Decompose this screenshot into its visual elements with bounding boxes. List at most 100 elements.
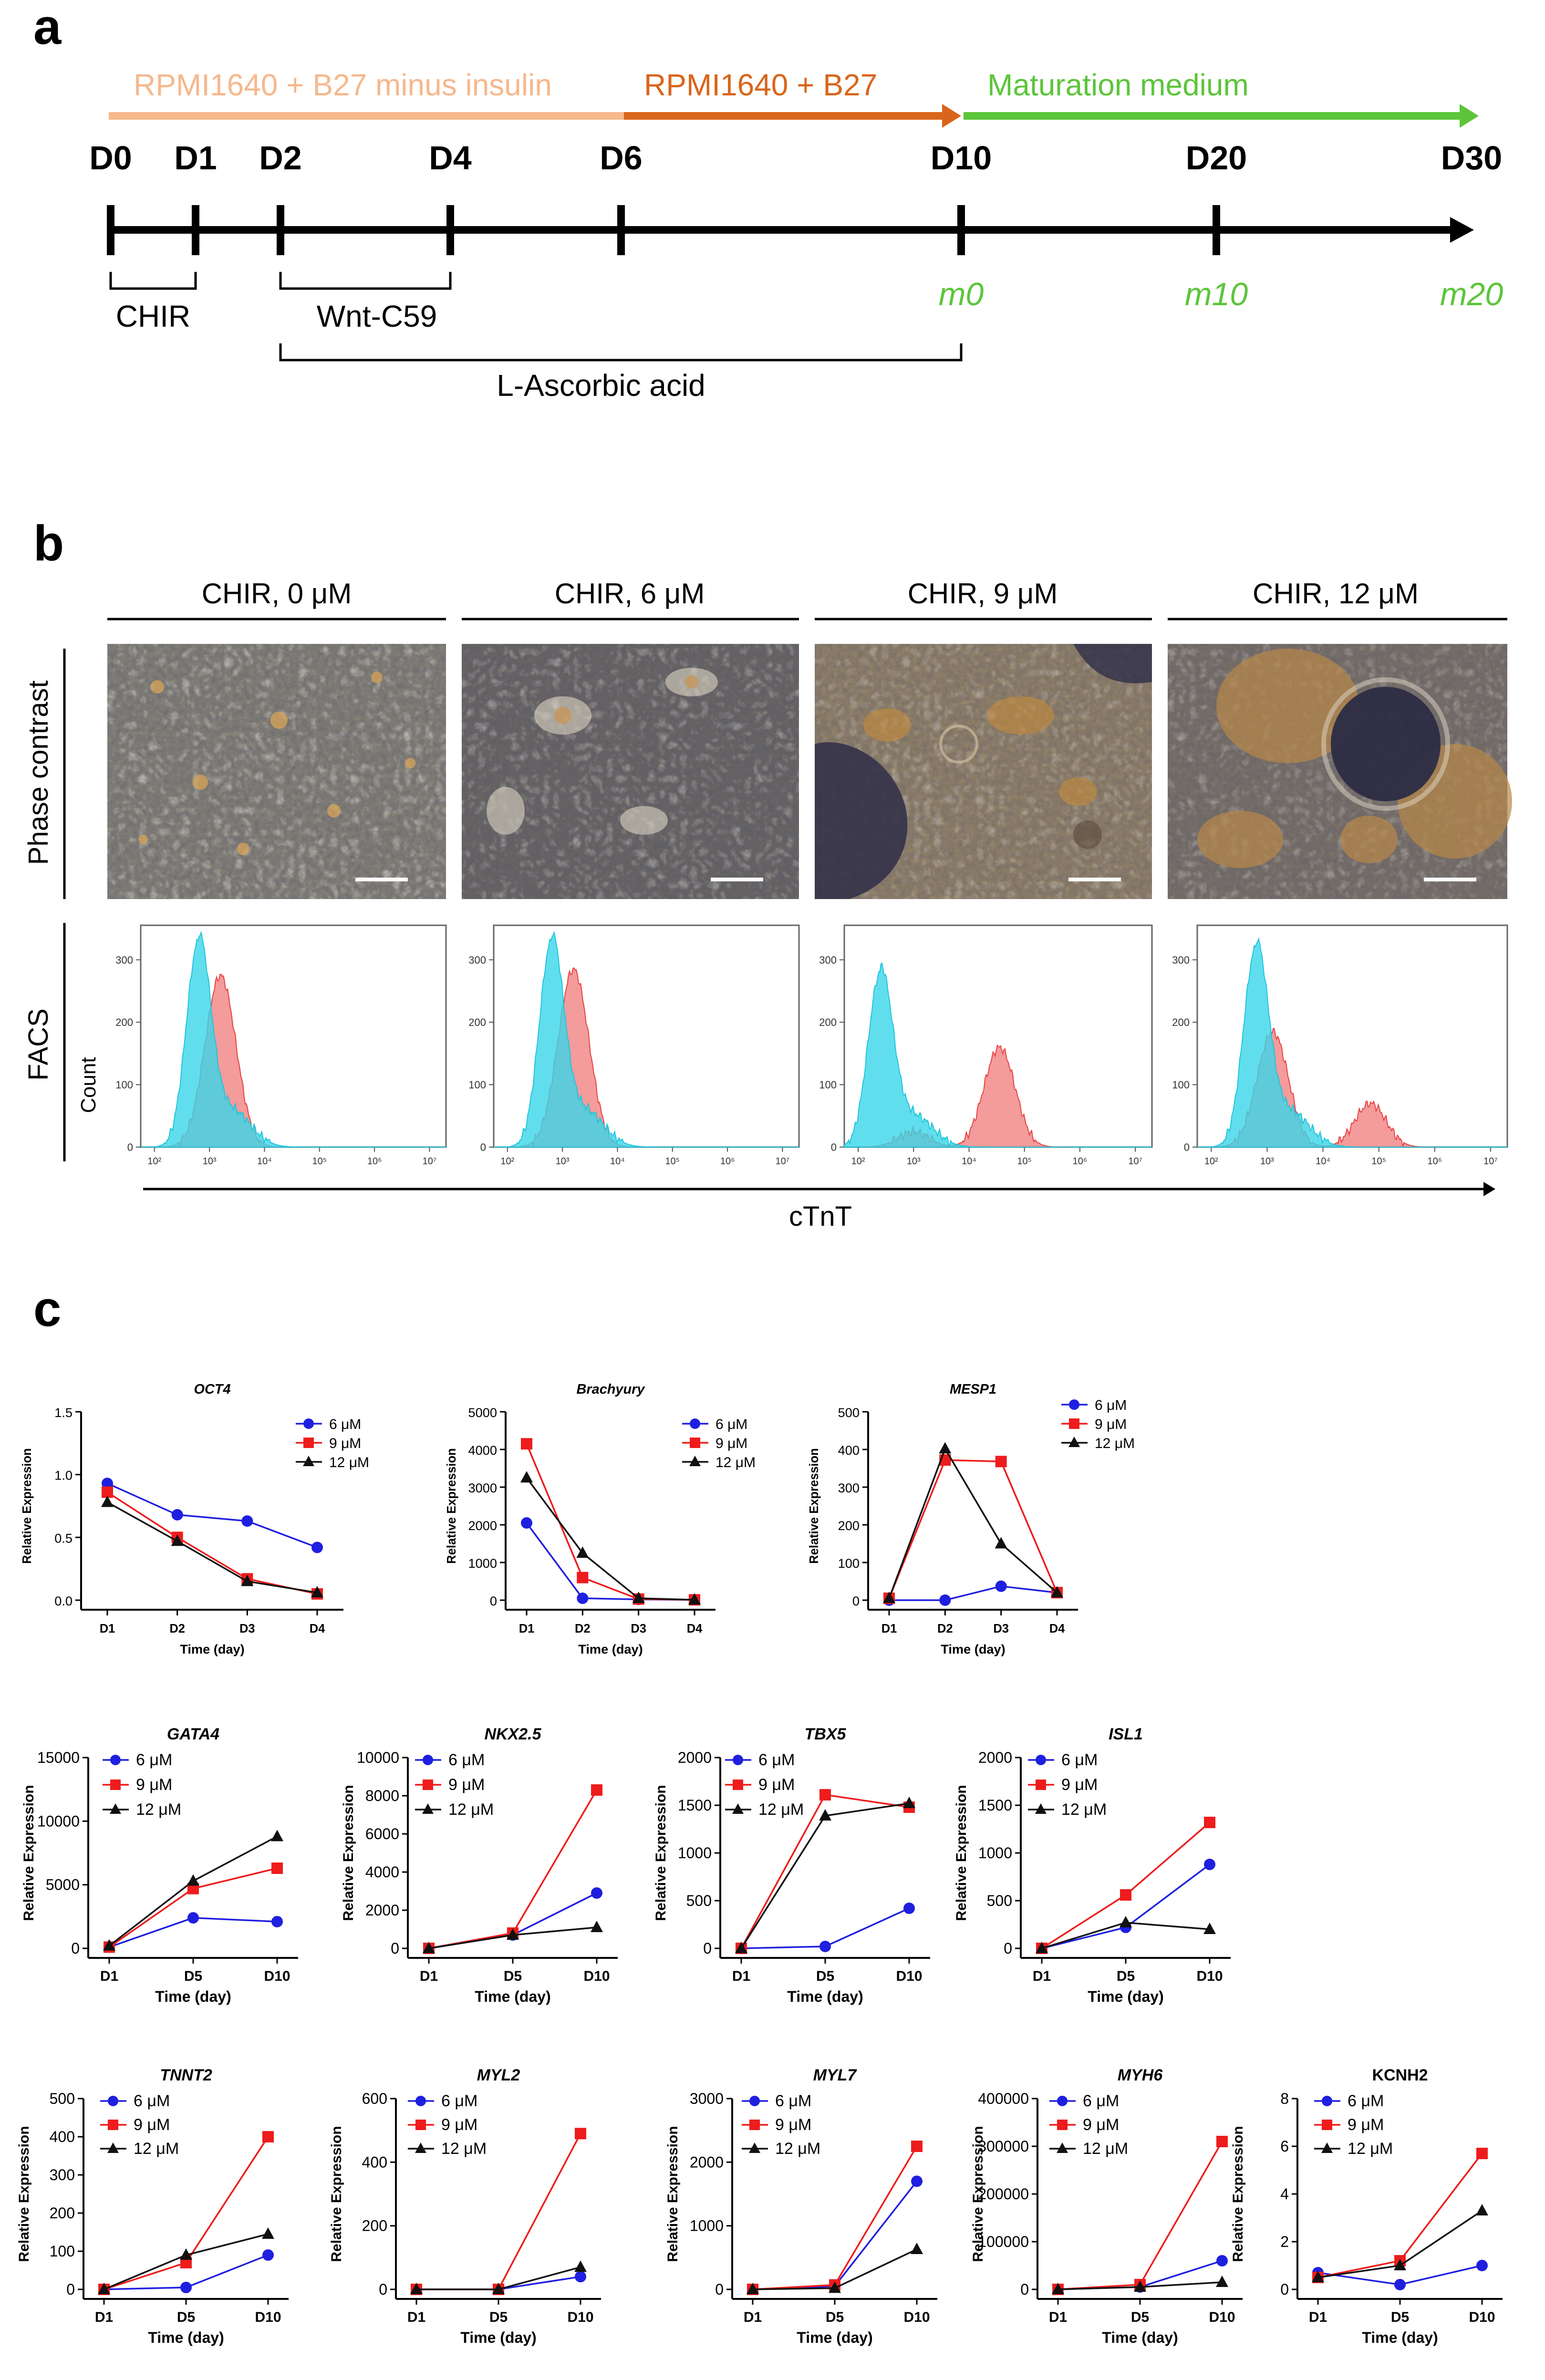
medium-label-maturation: Maturation medium: [987, 68, 1249, 102]
chart-title: TBX5: [805, 1725, 847, 1743]
data-point: [591, 1784, 602, 1796]
chart-y-tick-label: 0: [66, 2281, 75, 2298]
legend-marker: [110, 1803, 121, 1814]
data-point: [1204, 1817, 1215, 1828]
data-point: [591, 1921, 603, 1932]
data-point: [575, 2128, 586, 2140]
scale-bar: [355, 878, 408, 881]
legend-label: 12 μM: [1061, 1801, 1107, 1819]
legend-label: 9 μM: [448, 1776, 485, 1794]
legend-marker: [422, 1803, 434, 1814]
chart-x-label: Time (day): [1088, 1988, 1163, 2005]
medium-bar-b27: [624, 112, 944, 120]
legend-marker: [110, 1755, 121, 1765]
chart-y-tick-label: 0.0: [54, 1594, 73, 1608]
data-point: [262, 2249, 274, 2261]
chart-title: NKX2.5: [484, 1725, 541, 1743]
chart-oct4: OCT4 0.0 0.5 1.0 1.5 D1 D2 D3 D4 Time (day) Relati…: [21, 1382, 369, 1656]
chart-y-tick-label: 0: [703, 1940, 712, 1957]
day-label: D6: [600, 139, 642, 176]
facs-x-tick-label: 10⁶: [720, 1156, 735, 1167]
data-point: [1476, 2204, 1488, 2215]
data-point: [1052, 2283, 1064, 2294]
data-point: [903, 1797, 915, 1808]
facs-y-tick-label: 0: [480, 1141, 486, 1153]
chart-title: MYL2: [477, 2066, 520, 2084]
chart-gata4: GATA4 0 5000 10000 15000 D1 D5 D10 Time (day) Rel…: [21, 1725, 298, 2005]
chart-y-tick-label: 300: [838, 1480, 860, 1495]
legend-label: 9 μM: [775, 2116, 811, 2134]
facs-y-tick-label: 200: [468, 1016, 486, 1028]
data-point: [883, 1592, 895, 1604]
series-line: [107, 1501, 318, 1594]
chart-y-tick-label: 200: [50, 2204, 75, 2222]
facs-x-tick-label: 10⁷: [776, 1156, 789, 1167]
legend-label: 6 μM: [448, 1751, 485, 1769]
legend-label: 12 μM: [441, 2140, 487, 2158]
bracket-chir: [109, 272, 197, 290]
bracket-wnt-c59: [279, 272, 452, 290]
chart-y-tick-label: 1500: [678, 1797, 712, 1814]
chart-y-tick-label: 100: [838, 1556, 860, 1571]
chart-x-tick-label: D1: [732, 1968, 750, 1984]
legend-label: 12 μM: [1095, 1436, 1135, 1451]
chart-y-tick-label: 200: [362, 2217, 387, 2235]
data-point: [187, 1912, 199, 1924]
chart-y-tick-label: 500: [50, 2090, 75, 2107]
panel-a-label: a: [33, 0, 62, 55]
data-point: [102, 1478, 113, 1490]
chart-y-tick-label: 500: [987, 1892, 1012, 1909]
data-point: [819, 1789, 831, 1801]
chart-y-tick-label: 6000: [365, 1825, 399, 1842]
facs-x-tick-label: 10⁷: [1483, 1156, 1497, 1167]
chart-y-tick-label: 2000: [468, 1518, 497, 1533]
legend-marker: [423, 1780, 433, 1790]
facs-plot: 0 100 200 300 10² 10³ 10⁴ 10⁵ 10⁶ 10⁷: [819, 924, 1153, 1167]
legend-label: 9 μM: [136, 1776, 172, 1794]
data-point: [939, 1594, 951, 1606]
legend-marker: [107, 2142, 119, 2153]
facs-x-tick-label: 10²: [147, 1156, 161, 1167]
chart-x-tick-label: D1: [1309, 2309, 1327, 2325]
micrograph-chir-9: [815, 644, 1152, 899]
chart-title: MESP1: [950, 1382, 996, 1397]
legend-label: 9 μM: [758, 1776, 795, 1794]
chart-y-tick-label: 300000: [978, 2138, 1029, 2155]
facs-x-tick-label: 10⁷: [423, 1156, 436, 1167]
data-point: [187, 1874, 199, 1886]
legend-marker: [690, 1438, 700, 1448]
chart-x-tick-label: D4: [1049, 1622, 1065, 1635]
chart-x-tick-label: D10: [1209, 2309, 1235, 2325]
legend-label: 12 μM: [758, 1801, 804, 1819]
panel-b: b CHIR, 0 μM CHIR, 6 μM CHIR, 9 μM CHIR,…: [23, 516, 1512, 1232]
data-point: [311, 1586, 323, 1598]
data-point: [1134, 2280, 1146, 2292]
chart-x-tick-label: D1: [1033, 1968, 1051, 1984]
chart-y-tick-label: 100000: [978, 2233, 1029, 2250]
facs-x-tick-label: 10³: [203, 1156, 217, 1167]
facs-control-histogram: [141, 931, 446, 1148]
medium-label-minus-insulin: RPMI1640 + B27 minus insulin: [134, 68, 552, 102]
chart-y-label: Relative Expression: [341, 1785, 356, 1921]
chart-y-tick-label: 3000: [690, 2090, 724, 2107]
micrograph-chir-0: [107, 644, 446, 899]
data-point: [1476, 2260, 1488, 2271]
chart-title: ISL1: [1109, 1725, 1143, 1743]
legend-marker: [415, 2096, 426, 2106]
chart-x-tick-label: D10: [1469, 2309, 1495, 2325]
data-point: [520, 1471, 533, 1483]
chart-y-label: Relative Expression: [808, 1448, 821, 1563]
chart-x-tick-label: D1: [744, 2309, 762, 2325]
chart-y-tick-label: 400: [838, 1443, 860, 1458]
data-point: [1120, 1889, 1131, 1901]
chart-y-tick-label: 1.5: [54, 1405, 73, 1420]
timeline-arrowhead: [1450, 217, 1474, 243]
day-label: D1: [174, 139, 217, 176]
legend-marker: [1321, 2142, 1333, 2153]
legend-label: 9 μM: [134, 2116, 170, 2134]
data-point: [492, 2283, 505, 2294]
data-point: [829, 2281, 841, 2293]
data-point: [747, 2283, 759, 2294]
chart-y-label: Relative Expression: [16, 2126, 32, 2262]
facs-control-histogram: [1197, 937, 1507, 1148]
